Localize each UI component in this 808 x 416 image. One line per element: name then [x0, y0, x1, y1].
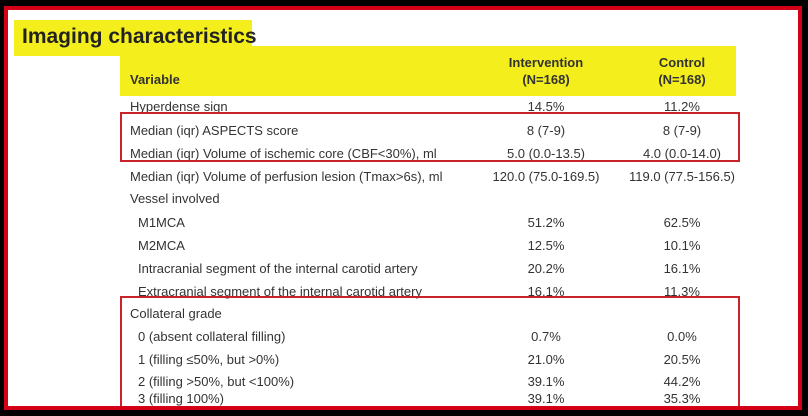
table-header-band — [120, 46, 736, 96]
control-value: 119.0 (77.5-156.5) — [629, 169, 735, 184]
intervention-value: 0.7% — [531, 329, 561, 344]
control-value: 35.3% — [663, 391, 701, 406]
intervention-value: 20.2% — [527, 261, 565, 276]
table-row: Median (iqr) Volume of ischemic core (CB… — [8, 143, 798, 165]
row-label: M2MCA — [138, 238, 185, 253]
row-label: Hyperdense sign — [130, 99, 228, 114]
control-value: 20.5% — [663, 352, 701, 367]
control-value: 16.1% — [663, 261, 701, 276]
row-label: Collateral grade — [130, 306, 222, 321]
slide: Imaging characteristics Variable Interve… — [8, 10, 798, 406]
slide-title: Imaging characteristics — [22, 25, 257, 48]
column-header-intervention: Intervention (N=168) — [476, 54, 616, 88]
intervention-header-label: Intervention — [508, 55, 584, 70]
intervention-value: 120.0 (75.0-169.5) — [492, 169, 600, 184]
intervention-value: 8 (7-9) — [526, 123, 566, 138]
table-row: Vessel involved — [8, 188, 798, 210]
highlight-box-aspects-core — [120, 112, 740, 162]
intervention-value: 16.1% — [527, 284, 565, 299]
control-value: 4.0 (0.0-14.0) — [642, 146, 722, 161]
table-row: Median (iqr) ASPECTS score 8 (7-9) 8 (7-… — [8, 120, 798, 142]
table-row: 1 (filling ≤50%, but >0%) 21.0% 20.5% — [8, 349, 798, 371]
table-row: 3 (filling 100%) 39.1% 35.3% — [8, 388, 798, 406]
row-label: Extracranial segment of the internal car… — [138, 284, 422, 299]
table-row: Intracranial segment of the internal car… — [8, 258, 798, 280]
row-label: Median (iqr) Volume of perfusion lesion … — [130, 169, 443, 184]
row-label: Vessel involved — [130, 191, 220, 206]
control-value: 62.5% — [663, 215, 701, 230]
control-header-count: (N=168) — [658, 72, 706, 87]
table-row: Median (iqr) Volume of perfusion lesion … — [8, 166, 798, 188]
table-row: 0 (absent collateral filling) 0.7% 0.0% — [8, 326, 798, 348]
control-value: 11.2% — [664, 99, 700, 114]
row-label: Median (iqr) Volume of ischemic core (CB… — [130, 146, 437, 161]
row-label: Median (iqr) ASPECTS score — [130, 123, 299, 138]
intervention-value: 21.0% — [527, 352, 565, 367]
intervention-value: 14.5% — [527, 99, 565, 114]
column-header-variable: Variable — [130, 72, 180, 87]
intervention-header-count: (N=168) — [522, 72, 570, 87]
intervention-value: 51.2% — [527, 215, 565, 230]
slide-frame: Imaging characteristics Variable Interve… — [4, 6, 802, 410]
intervention-value: 39.1% — [527, 391, 565, 406]
control-value: 11.3% — [664, 284, 700, 299]
intervention-value: 39.1% — [527, 374, 565, 389]
column-header-control: Control (N=168) — [612, 54, 752, 88]
control-value: 10.1% — [663, 238, 701, 253]
table-row: Extracranial segment of the internal car… — [8, 281, 798, 303]
row-label: 0 (absent collateral filling) — [138, 329, 286, 344]
table-row: M1MCA 51.2% 62.5% — [8, 212, 798, 234]
row-label: 3 (filling 100%) — [138, 391, 224, 406]
table-row: M2MCA 12.5% 10.1% — [8, 235, 798, 257]
table-row: Hyperdense sign 14.5% 11.2% — [8, 96, 798, 118]
control-value: 8 (7-9) — [662, 123, 702, 138]
intervention-value: 12.5% — [527, 238, 565, 253]
highlight-box-collateral — [120, 296, 740, 406]
control-value: 0.0% — [667, 329, 697, 344]
row-label: 2 (filling >50%, but <100%) — [138, 374, 295, 389]
row-label: M1MCA — [138, 215, 185, 230]
table-row: 2 (filling >50%, but <100%) 39.1% 44.2% — [8, 371, 798, 393]
row-label: Intracranial segment of the internal car… — [138, 261, 418, 276]
intervention-value: 5.0 (0.0-13.5) — [506, 146, 586, 161]
control-value: 44.2% — [663, 374, 701, 389]
table-row: Collateral grade — [8, 303, 798, 325]
control-header-label: Control — [658, 55, 706, 70]
row-label: 1 (filling ≤50%, but >0%) — [138, 352, 280, 367]
